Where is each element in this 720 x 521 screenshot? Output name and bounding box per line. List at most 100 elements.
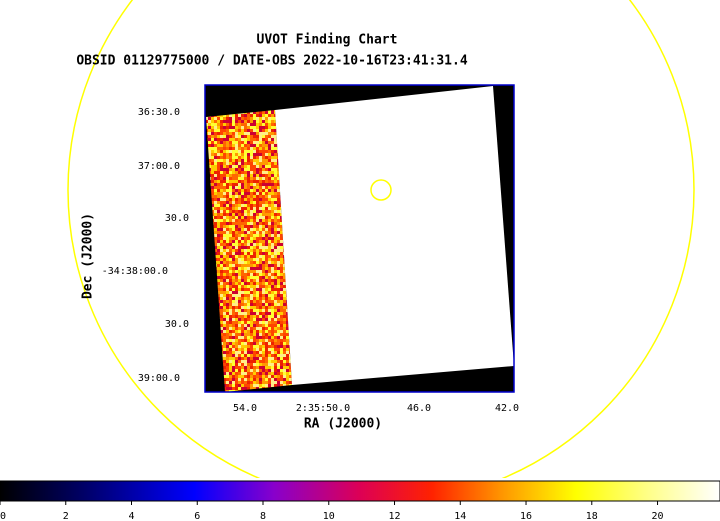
pixel xyxy=(253,369,256,372)
pixel xyxy=(238,315,241,318)
pixel xyxy=(289,378,292,381)
pixel xyxy=(253,150,256,153)
pixel xyxy=(223,144,226,147)
pixel xyxy=(271,255,274,258)
pixel xyxy=(283,294,286,297)
pixel xyxy=(256,267,259,270)
colorbar-tick-label: 10 xyxy=(323,511,335,521)
pixel xyxy=(247,333,250,336)
pixel xyxy=(253,120,256,123)
pixel xyxy=(232,123,235,126)
pixel xyxy=(262,300,265,303)
x-tick-label: 46.0 xyxy=(407,403,431,414)
pixel xyxy=(259,351,262,354)
pixel xyxy=(265,258,268,261)
pixel xyxy=(223,357,226,360)
pixel xyxy=(265,132,268,135)
pixel xyxy=(247,378,250,381)
pixel xyxy=(250,381,253,384)
pixel xyxy=(268,228,271,231)
pixel xyxy=(223,138,226,141)
pixel xyxy=(238,165,241,168)
pixel xyxy=(265,246,268,249)
pixel xyxy=(259,309,262,312)
pixel xyxy=(250,387,253,390)
pixel xyxy=(277,228,280,231)
pixel xyxy=(235,201,238,204)
pixel xyxy=(250,195,253,198)
pixel xyxy=(274,318,277,321)
pixel xyxy=(241,174,244,177)
pixel xyxy=(277,237,280,240)
pixel xyxy=(253,297,256,300)
pixel xyxy=(271,159,274,162)
pixel xyxy=(238,135,241,138)
pixel xyxy=(280,312,283,315)
pixel xyxy=(280,234,283,237)
pixel xyxy=(235,330,238,333)
pixel xyxy=(223,348,226,351)
pixel xyxy=(226,300,229,303)
pixel xyxy=(214,138,217,141)
pixel xyxy=(280,321,283,324)
pixel xyxy=(277,267,280,270)
pixel xyxy=(214,123,217,126)
pixel xyxy=(238,252,241,255)
pixel xyxy=(265,207,268,210)
pixel xyxy=(229,186,232,189)
pixel xyxy=(250,240,253,243)
pixel xyxy=(256,282,259,285)
pixel xyxy=(229,159,232,162)
pixel xyxy=(214,198,217,201)
pixel xyxy=(265,255,268,258)
pixel xyxy=(226,189,229,192)
pixel xyxy=(217,120,220,123)
pixel xyxy=(223,126,226,129)
pixel xyxy=(250,255,253,258)
pixel xyxy=(238,246,241,249)
pixel xyxy=(232,198,235,201)
pixel xyxy=(223,381,226,384)
pixel xyxy=(220,177,223,180)
pixel xyxy=(244,207,247,210)
pixel xyxy=(259,183,262,186)
pixel xyxy=(229,276,232,279)
pixel xyxy=(235,183,238,186)
pixel xyxy=(268,141,271,144)
pixel xyxy=(241,219,244,222)
pixel xyxy=(238,261,241,264)
pixel xyxy=(223,222,226,225)
pixel xyxy=(256,123,259,126)
pixel xyxy=(232,255,235,258)
pixel xyxy=(208,135,211,138)
pixel xyxy=(229,192,232,195)
pixel xyxy=(247,225,250,228)
pixel xyxy=(214,201,217,204)
pixel xyxy=(238,216,241,219)
pixel xyxy=(226,390,229,392)
pixel xyxy=(211,150,214,153)
pixel xyxy=(223,303,226,306)
pixel xyxy=(253,261,256,264)
pixel xyxy=(271,369,274,372)
pixel xyxy=(241,243,244,246)
pixel xyxy=(229,384,232,387)
pixel xyxy=(247,144,250,147)
pixel xyxy=(256,135,259,138)
pixel xyxy=(229,375,232,378)
pixel xyxy=(250,111,253,114)
pixel xyxy=(253,183,256,186)
pixel xyxy=(229,153,232,156)
pixel xyxy=(241,228,244,231)
pixel xyxy=(226,138,229,141)
pixel xyxy=(280,297,283,300)
pixel xyxy=(262,249,265,252)
pixel xyxy=(274,162,277,165)
pixel xyxy=(211,153,214,156)
pixel xyxy=(208,147,211,150)
pixel xyxy=(247,198,250,201)
pixel xyxy=(262,333,265,336)
pixel xyxy=(253,249,256,252)
pixel xyxy=(265,300,268,303)
pixel xyxy=(268,312,271,315)
